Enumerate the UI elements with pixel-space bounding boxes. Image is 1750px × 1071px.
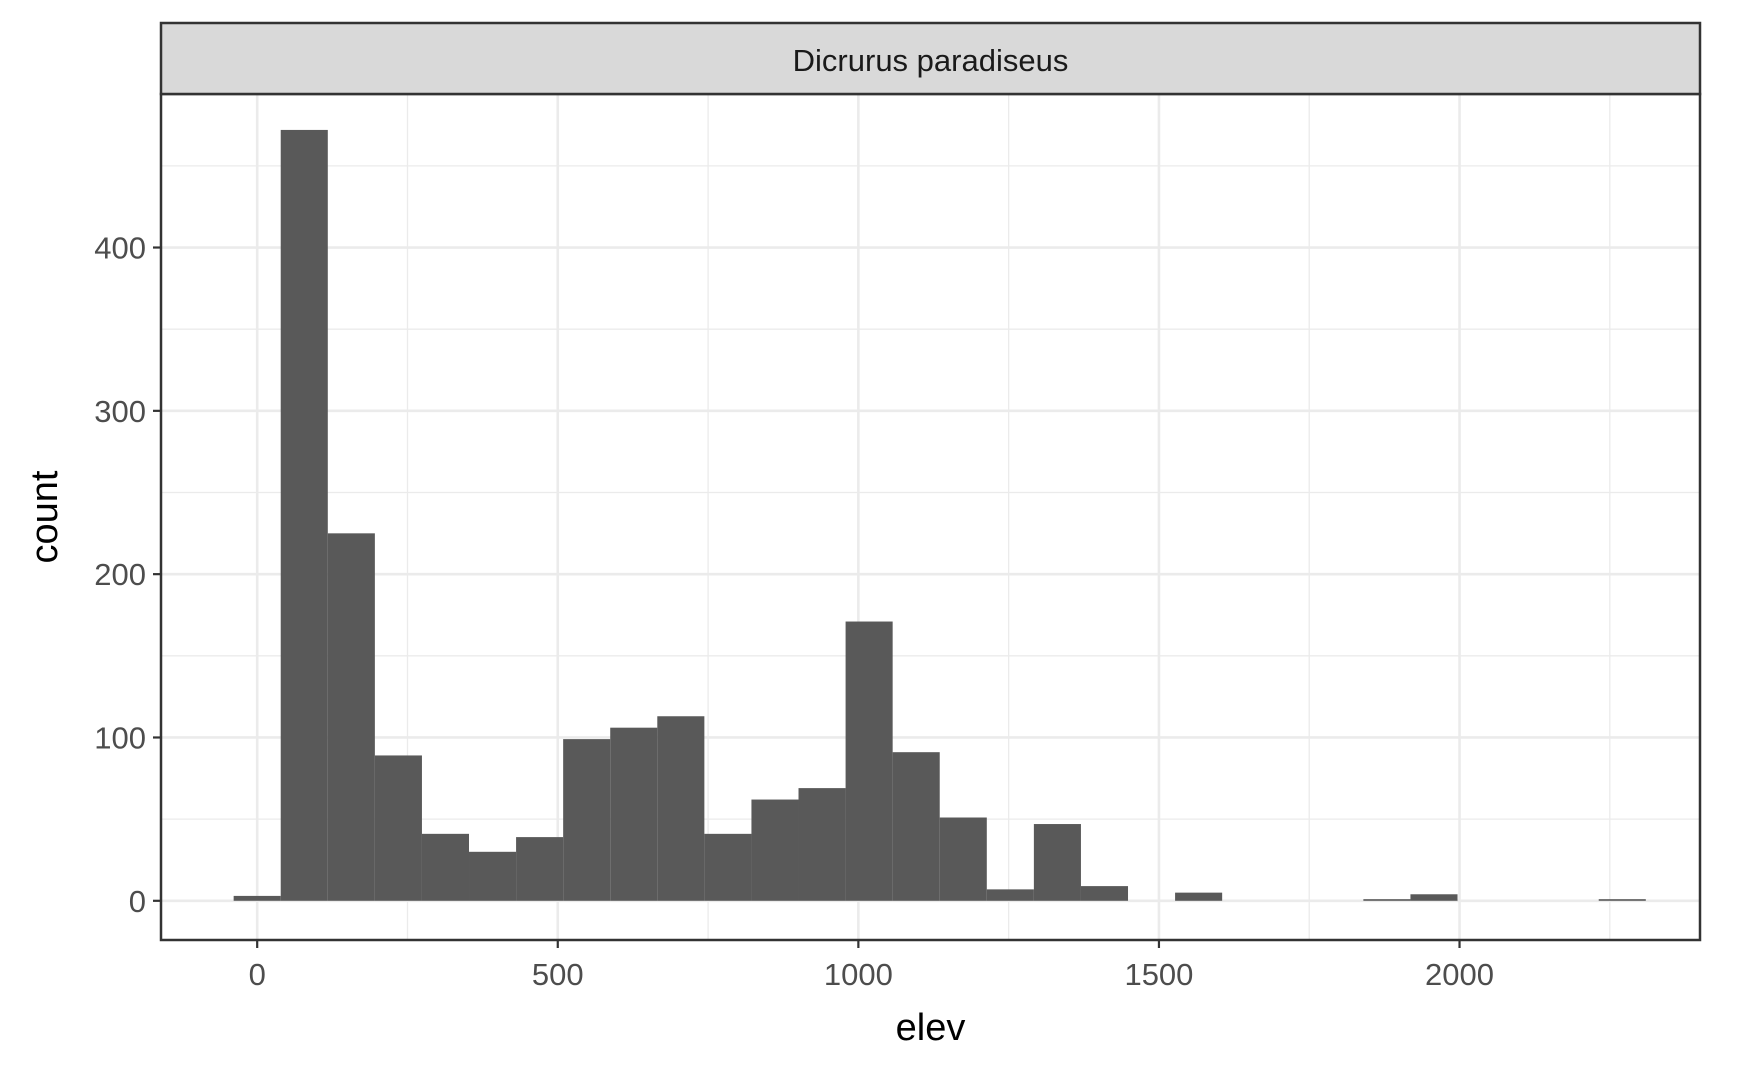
x-tick-label: 0	[249, 957, 266, 992]
y-axis: 0 100 200 300 400	[94, 231, 161, 919]
facet-strip	[159, 21, 1702, 96]
histogram-bar	[1080, 886, 1129, 901]
histogram-bar	[704, 833, 752, 901]
histogram-bar	[516, 837, 564, 901]
y-tick-label: 200	[94, 557, 146, 592]
histogram-bar	[233, 895, 281, 901]
histogram-bar	[421, 833, 470, 901]
histogram-bar	[280, 129, 328, 901]
histogram-bar	[798, 788, 846, 901]
histogram-bar	[374, 755, 422, 901]
histogram-bar	[986, 889, 1034, 901]
x-axis-title: elev	[896, 1007, 966, 1049]
histogram-bar	[657, 716, 705, 901]
histogram-bar	[1598, 899, 1646, 901]
histogram-bar	[469, 851, 517, 901]
x-tick-label: 500	[532, 957, 584, 992]
y-tick-label: 400	[94, 231, 146, 266]
histogram-bar	[1175, 892, 1223, 901]
histogram-bar	[610, 727, 658, 901]
y-tick-label: 100	[94, 720, 146, 755]
x-axis: 0 500 1000 1500 2000	[249, 940, 1494, 992]
y-tick-label: 0	[129, 884, 146, 919]
histogram-bar	[563, 739, 611, 901]
histogram-bar	[1033, 824, 1081, 901]
x-tick-label: 1000	[824, 957, 893, 992]
y-tick-label: 300	[94, 394, 146, 429]
histogram-bar	[845, 621, 893, 901]
histogram-bar	[892, 752, 940, 901]
histogram-bars	[233, 129, 1646, 901]
histogram-bar	[327, 533, 375, 901]
y-axis-title: count	[24, 470, 66, 563]
histogram-bar	[1363, 899, 1411, 901]
histogram-bar	[1410, 894, 1458, 901]
histogram-bar	[751, 799, 799, 901]
facet-strip-label: Dicrurus paradiseus	[793, 43, 1069, 78]
x-tick-label: 2000	[1425, 957, 1494, 992]
histogram-bar	[939, 817, 987, 901]
x-tick-label: 1500	[1124, 957, 1193, 992]
